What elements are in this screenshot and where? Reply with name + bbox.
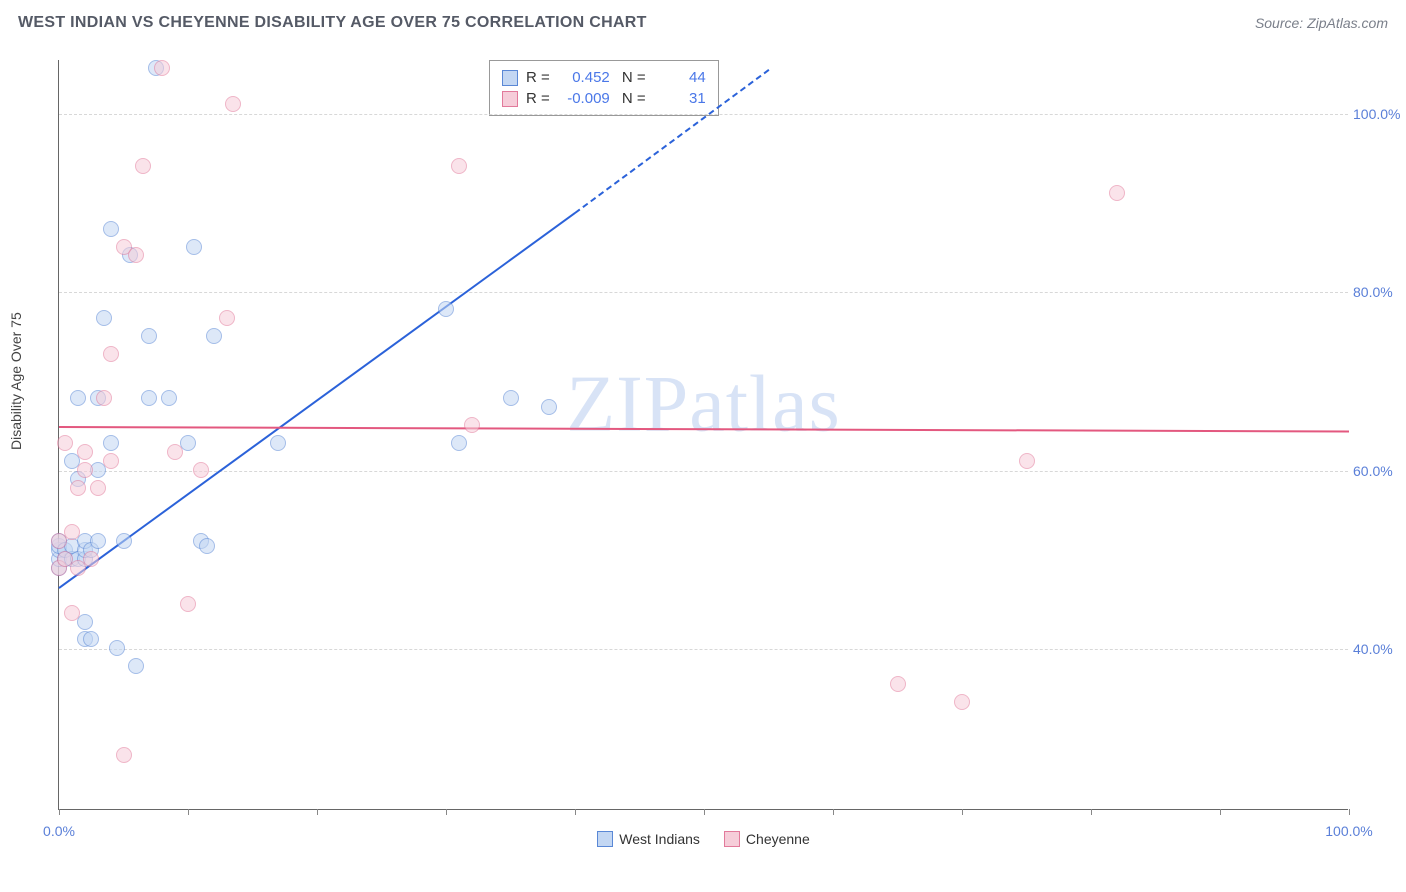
scatter-point-west_indians [141,390,157,406]
x-tick [446,809,447,815]
x-tick [704,809,705,815]
x-tick [1220,809,1221,815]
scatter-point-cheyenne [225,96,241,112]
scatter-point-cheyenne [890,676,906,692]
x-tick [188,809,189,815]
watermark-bold: ZIP [566,360,689,448]
scatter-point-west_indians [186,239,202,255]
scatter-point-west_indians [141,328,157,344]
stats-box: R = 0.452 N = 44 R = -0.009 N = 31 [489,60,719,116]
scatter-point-cheyenne [70,480,86,496]
gridline-h [59,292,1348,293]
stat-r-value: 0.452 [558,69,610,86]
x-tick-label: 0.0% [43,823,75,839]
scatter-point-west_indians [451,435,467,451]
scatter-point-west_indians [199,538,215,554]
scatter-point-west_indians [83,631,99,647]
scatter-point-cheyenne [103,346,119,362]
chart-title: WEST INDIAN VS CHEYENNE DISABILITY AGE O… [18,14,647,32]
scatter-point-cheyenne [135,158,151,174]
y-tick-label: 60.0% [1353,463,1403,479]
scatter-point-west_indians [103,435,119,451]
scatter-point-west_indians [70,390,86,406]
scatter-point-west_indians [116,533,132,549]
source-label: Source: ZipAtlas.com [1255,15,1388,31]
scatter-point-west_indians [270,435,286,451]
x-tick [962,809,963,815]
plot-area: ZIPatlas R =0.452 N =44R =-0.009 N =31 W… [58,60,1348,810]
legend-swatch [724,831,740,847]
stat-n-value: 44 [654,69,706,86]
swatch-west_indians [502,70,518,86]
x-tick [575,809,576,815]
legend-label: Cheyenne [746,831,810,847]
x-tick [1091,809,1092,815]
stats-row-cheyenne: R = -0.009 N = 31 [502,88,706,109]
stat-n-value: 31 [654,90,706,107]
scatter-point-cheyenne [954,694,970,710]
scatter-point-west_indians [77,614,93,630]
chart-container: Disability Age Over 75 ZIPatlas R =0.452… [18,50,1388,870]
scatter-point-west_indians [161,390,177,406]
scatter-point-west_indians [503,390,519,406]
stats-row-west_indians: R = 0.452 N = 44 [502,67,706,88]
scatter-point-cheyenne [57,435,73,451]
scatter-point-cheyenne [128,247,144,263]
x-tick [317,809,318,815]
scatter-point-cheyenne [64,605,80,621]
x-tick [59,809,60,815]
stat-n-label: N = [618,69,646,86]
scatter-point-cheyenne [154,60,170,76]
scatter-point-west_indians [90,533,106,549]
scatter-point-cheyenne [1109,185,1125,201]
scatter-point-cheyenne [193,462,209,478]
scatter-point-cheyenne [96,390,112,406]
stat-r-label: R = [526,69,550,86]
scatter-point-cheyenne [77,462,93,478]
scatter-point-cheyenne [83,551,99,567]
swatch-cheyenne [502,91,518,107]
watermark: ZIPatlas [566,359,841,450]
scatter-point-cheyenne [64,524,80,540]
stat-n-label: N = [618,90,646,107]
scatter-point-west_indians [541,399,557,415]
bottom-legend: West Indians Cheyenne [59,831,1348,847]
scatter-point-west_indians [206,328,222,344]
x-tick [833,809,834,815]
scatter-point-west_indians [96,310,112,326]
scatter-point-cheyenne [90,480,106,496]
trend-line [58,212,575,589]
stat-r-label: R = [526,90,550,107]
scatter-point-west_indians [128,658,144,674]
scatter-point-cheyenne [451,158,467,174]
scatter-point-cheyenne [180,596,196,612]
watermark-thin: atlas [689,360,841,448]
legend-item: West Indians [597,831,700,847]
gridline-h [59,471,1348,472]
scatter-point-west_indians [109,640,125,656]
stat-r-value: -0.009 [558,90,610,107]
scatter-point-west_indians [103,221,119,237]
scatter-point-cheyenne [167,444,183,460]
scatter-point-cheyenne [116,747,132,763]
scatter-point-cheyenne [77,444,93,460]
scatter-point-cheyenne [1019,453,1035,469]
y-tick-label: 80.0% [1353,284,1403,300]
x-tick-label: 100.0% [1325,823,1372,839]
y-axis-label: Disability Age Over 75 [8,312,24,450]
scatter-point-cheyenne [219,310,235,326]
gridline-h [59,649,1348,650]
trend-line [59,426,1349,433]
scatter-point-west_indians [438,301,454,317]
x-tick [1349,809,1350,815]
legend-label: West Indians [619,831,700,847]
scatter-point-cheyenne [103,453,119,469]
y-tick-label: 100.0% [1353,106,1403,122]
gridline-h [59,114,1348,115]
legend-item: Cheyenne [724,831,810,847]
y-tick-label: 40.0% [1353,641,1403,657]
legend-swatch [597,831,613,847]
scatter-point-cheyenne [464,417,480,433]
